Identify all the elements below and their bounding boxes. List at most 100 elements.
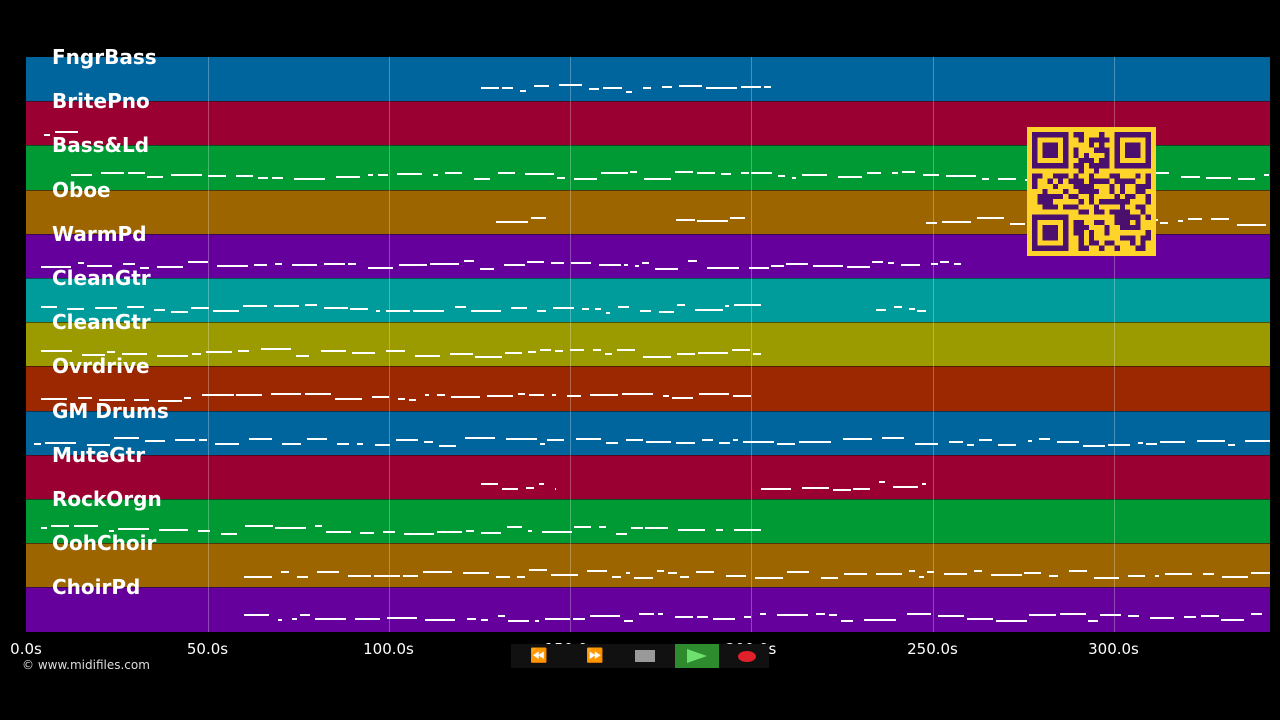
midi-note	[213, 310, 239, 312]
lane-divider	[26, 543, 1270, 545]
midi-note	[408, 399, 417, 402]
midi-note	[1069, 570, 1087, 573]
midi-note	[676, 218, 695, 221]
midi-note	[842, 437, 873, 440]
midi-note	[741, 172, 749, 175]
midi-note	[133, 399, 149, 402]
midi-note	[475, 356, 502, 359]
midi-note	[449, 353, 474, 356]
track-lane[interactable]	[26, 454, 1270, 499]
midi-note	[337, 442, 350, 445]
midi-note	[517, 576, 526, 579]
midi-note	[586, 570, 608, 573]
track-lane[interactable]	[26, 366, 1270, 411]
fast-forward-button[interactable]: ⏩	[571, 644, 619, 668]
midi-note	[741, 86, 761, 88]
midi-note	[1088, 620, 1099, 623]
midi-note	[551, 394, 556, 397]
midi-note	[45, 441, 76, 444]
midi-note	[981, 178, 990, 181]
midi-note	[645, 527, 669, 529]
midi-note	[616, 533, 628, 535]
midi-note	[624, 263, 629, 266]
midi-note	[424, 394, 430, 397]
track-lane[interactable]	[26, 57, 1270, 102]
midi-note	[455, 306, 466, 308]
midi-note	[575, 437, 601, 440]
midi-note	[144, 439, 165, 442]
midi-note	[528, 394, 544, 397]
midi-note	[556, 177, 566, 180]
midi-note	[471, 310, 501, 312]
midi-note	[317, 571, 339, 574]
midi-note	[187, 260, 209, 263]
midi-note	[553, 307, 574, 309]
midi-note	[1196, 439, 1226, 442]
midi-note	[320, 350, 347, 353]
midi-note	[678, 529, 705, 531]
track-lane[interactable]	[26, 410, 1270, 455]
midi-note	[838, 176, 863, 179]
midi-note	[367, 266, 393, 269]
midi-note	[44, 134, 51, 137]
midi-note	[536, 310, 546, 312]
midi-note	[436, 531, 462, 533]
lane-divider	[26, 499, 1270, 500]
midi-note	[786, 262, 808, 265]
midi-note	[922, 174, 939, 177]
track-lane[interactable]	[26, 587, 1270, 632]
track-lane[interactable]	[26, 499, 1270, 544]
midi-note	[702, 438, 713, 441]
midi-note	[720, 173, 732, 176]
midi-note	[802, 486, 829, 489]
midi-note	[776, 614, 809, 617]
midi-note	[573, 618, 585, 621]
midi-note	[215, 442, 240, 445]
midi-note	[140, 266, 149, 269]
midi-note	[707, 266, 740, 269]
midi-note	[158, 529, 188, 531]
midi-note	[698, 393, 729, 396]
midi-note	[878, 480, 885, 483]
midi-note	[34, 442, 41, 445]
track-label: CleanGtr	[52, 266, 151, 290]
midi-note	[582, 308, 589, 310]
midi-note	[487, 395, 513, 398]
track-label: OohChoir	[52, 531, 157, 556]
midi-note	[770, 264, 784, 267]
midi-note	[828, 614, 838, 617]
midi-note	[644, 178, 672, 181]
midi-note	[238, 350, 250, 353]
midi-note	[657, 613, 663, 616]
record-button[interactable]	[725, 644, 769, 668]
midi-note	[350, 308, 369, 310]
midi-note	[423, 440, 433, 443]
track-lane[interactable]	[26, 278, 1270, 323]
midi-note	[527, 530, 533, 532]
lane-divider	[26, 278, 1270, 279]
play-button[interactable]	[675, 644, 719, 668]
midi-note	[550, 574, 578, 577]
midi-note	[517, 393, 526, 396]
midi-note	[281, 571, 290, 574]
midi-note	[507, 620, 529, 623]
midi-note	[147, 176, 163, 179]
midi-note	[832, 488, 852, 491]
midi-note	[257, 177, 269, 180]
time-gridline	[1113, 57, 1115, 632]
midi-note	[348, 262, 357, 265]
midi-note	[498, 172, 516, 175]
lane-divider	[26, 145, 1270, 147]
rewind-button[interactable]: ⏪	[515, 644, 563, 668]
midi-note	[940, 260, 949, 263]
midi-note	[87, 264, 112, 267]
midi-note	[480, 619, 488, 622]
stop-button[interactable]	[623, 644, 667, 668]
time-gridline	[932, 57, 934, 632]
midi-note	[117, 528, 150, 530]
track-lane[interactable]	[26, 322, 1270, 367]
midi-note	[1023, 572, 1041, 575]
time-gridline	[207, 57, 209, 632]
midi-note	[1187, 217, 1202, 220]
track-lane[interactable]	[26, 543, 1270, 588]
